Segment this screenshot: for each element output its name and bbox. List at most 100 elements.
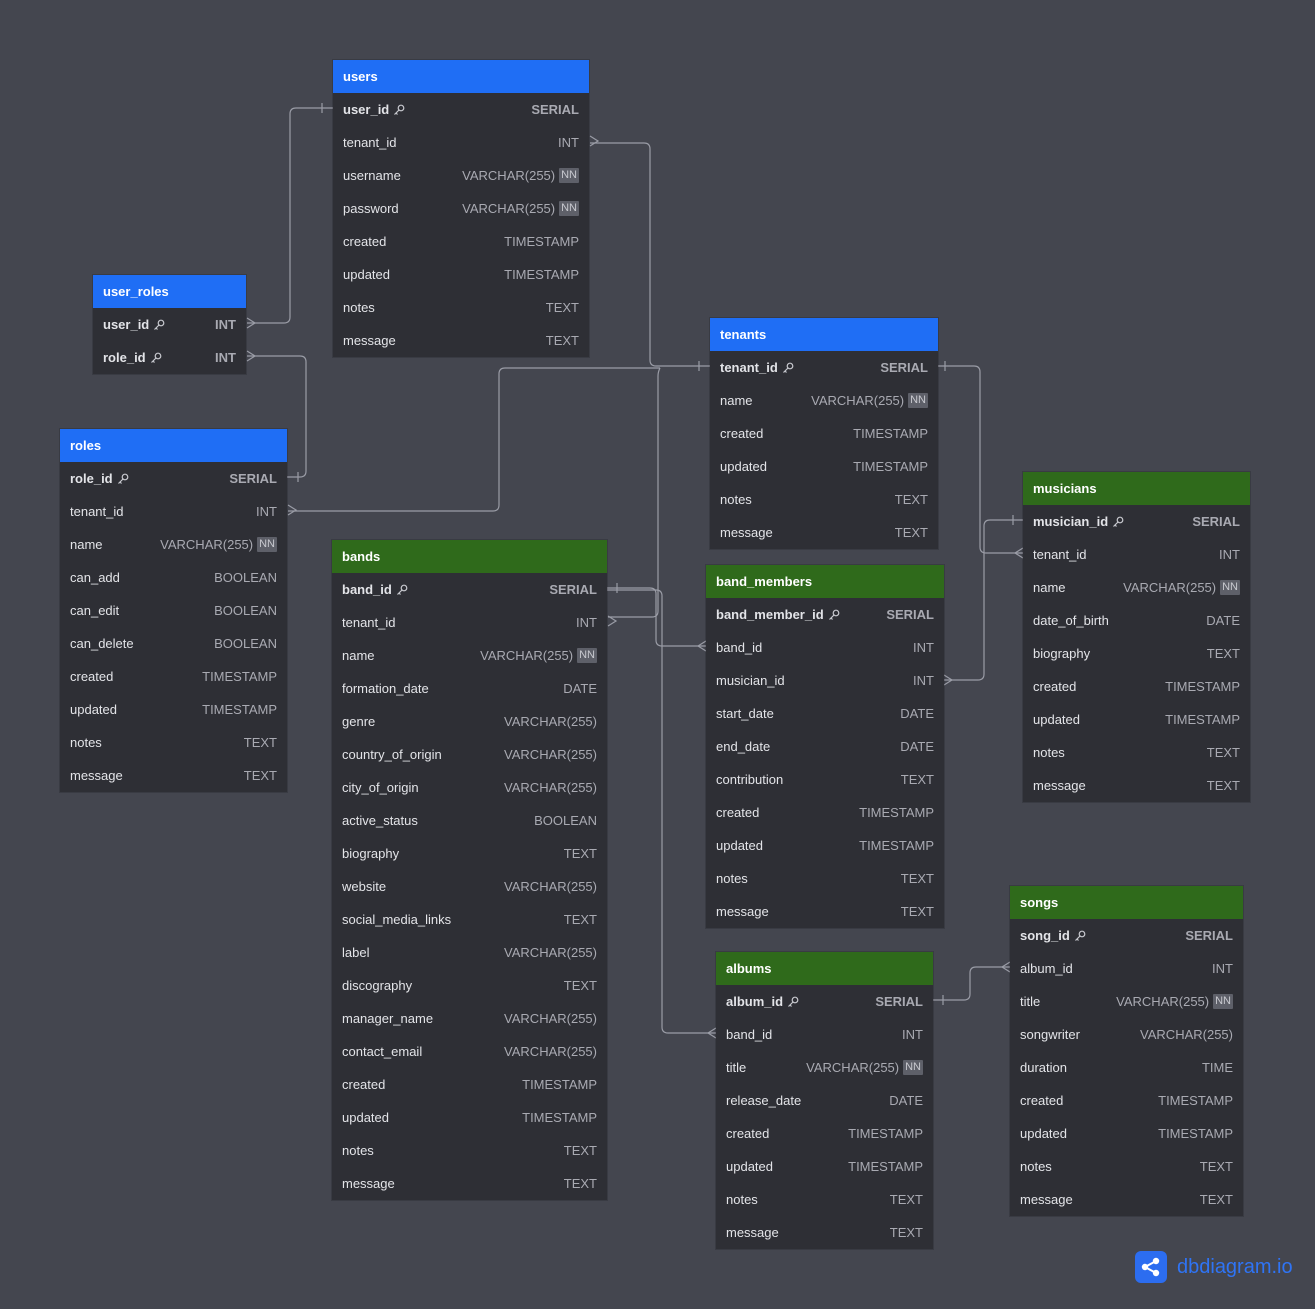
table-bands[interactable]: bands band_id SERIAL tenant_id INT name VARCHA… xyxy=(332,540,607,1200)
column-row[interactable]: album_id INT xyxy=(1010,952,1243,985)
column-row[interactable]: songwriter VARCHAR(255) xyxy=(1010,1018,1243,1051)
column-row[interactable]: notes TEXT xyxy=(706,862,944,895)
column-row[interactable]: message TEXT xyxy=(716,1216,933,1249)
brand-logo[interactable]: dbdiagram.io xyxy=(1135,1250,1293,1284)
column-row[interactable]: title VARCHAR(255) NN xyxy=(716,1051,933,1084)
table-users[interactable]: users user_id SERIAL tenant_id INT username VA… xyxy=(333,60,589,357)
column-row[interactable]: message TEXT xyxy=(1023,769,1250,802)
column-row[interactable]: created TIMESTAMP xyxy=(716,1117,933,1150)
column-row[interactable]: discography TEXT xyxy=(332,969,607,1002)
column-row[interactable]: updated TIMESTAMP xyxy=(710,450,938,483)
column-row[interactable]: song_id SERIAL xyxy=(1010,919,1243,952)
column-row[interactable]: updated TIMESTAMP xyxy=(706,829,944,862)
column-row[interactable]: created TIMESTAMP xyxy=(60,660,287,693)
table-user-roles[interactable]: user_roles user_id INT role_id INT xyxy=(93,275,246,374)
table-musicians[interactable]: musicians musician_id SERIAL tenant_id INT na… xyxy=(1023,472,1250,802)
column-row[interactable]: password VARCHAR(255) NN xyxy=(333,192,589,225)
column-row[interactable]: message TEXT xyxy=(332,1167,607,1200)
column-row[interactable]: active_status BOOLEAN xyxy=(332,804,607,837)
column-row[interactable]: duration TIME xyxy=(1010,1051,1243,1084)
column-row[interactable]: updated TIMESTAMP xyxy=(1023,703,1250,736)
table-header[interactable]: albums xyxy=(716,952,933,985)
column-row[interactable]: notes TEXT xyxy=(1010,1150,1243,1183)
column-row[interactable]: date_of_birth DATE xyxy=(1023,604,1250,637)
column-row[interactable]: tenant_id SERIAL xyxy=(710,351,938,384)
column-row[interactable]: created TIMESTAMP xyxy=(706,796,944,829)
column-row[interactable]: start_date DATE xyxy=(706,697,944,730)
column-row[interactable]: end_date DATE xyxy=(706,730,944,763)
table-header[interactable]: musicians xyxy=(1023,472,1250,505)
column-row[interactable]: name VARCHAR(255) NN xyxy=(332,639,607,672)
column-row[interactable]: album_id SERIAL xyxy=(716,985,933,1018)
table-header[interactable]: band_members xyxy=(706,565,944,598)
column-row[interactable]: name VARCHAR(255) NN xyxy=(60,528,287,561)
column-row[interactable]: username VARCHAR(255) NN xyxy=(333,159,589,192)
column-row[interactable]: name VARCHAR(255) NN xyxy=(710,384,938,417)
table-header[interactable]: users xyxy=(333,60,589,93)
column-row[interactable]: created TIMESTAMP xyxy=(332,1068,607,1101)
column-row[interactable]: user_id SERIAL xyxy=(333,93,589,126)
table-header[interactable]: bands xyxy=(332,540,607,573)
column-row[interactable]: country_of_origin VARCHAR(255) xyxy=(332,738,607,771)
column-row[interactable]: website VARCHAR(255) xyxy=(332,870,607,903)
column-row[interactable]: release_date DATE xyxy=(716,1084,933,1117)
column-row[interactable]: musician_id INT xyxy=(706,664,944,697)
column-row[interactable]: updated TIMESTAMP xyxy=(716,1150,933,1183)
column-row[interactable]: updated TIMESTAMP xyxy=(1010,1117,1243,1150)
column-row[interactable]: band_id INT xyxy=(716,1018,933,1051)
table-albums[interactable]: albums album_id SERIAL band_id INT title VARCH… xyxy=(716,952,933,1249)
column-row[interactable]: notes TEXT xyxy=(1023,736,1250,769)
column-row[interactable]: contact_email VARCHAR(255) xyxy=(332,1035,607,1068)
column-row[interactable]: city_of_origin VARCHAR(255) xyxy=(332,771,607,804)
column-row[interactable]: name VARCHAR(255) NN xyxy=(1023,571,1250,604)
column-row[interactable]: message TEXT xyxy=(333,324,589,357)
column-row[interactable]: genre VARCHAR(255) xyxy=(332,705,607,738)
table-songs[interactable]: songs song_id SERIAL album_id INT title VARCHA… xyxy=(1010,886,1243,1216)
column-row[interactable]: biography TEXT xyxy=(332,837,607,870)
column-row[interactable]: message TEXT xyxy=(706,895,944,928)
column-row[interactable]: created TIMESTAMP xyxy=(710,417,938,450)
table-roles[interactable]: roles role_id SERIAL tenant_id INT name VARCHA… xyxy=(60,429,287,792)
column-row[interactable]: role_id SERIAL xyxy=(60,462,287,495)
column-row[interactable]: contribution TEXT xyxy=(706,763,944,796)
column-row[interactable]: updated TIMESTAMP xyxy=(332,1101,607,1134)
column-row[interactable]: musician_id SERIAL xyxy=(1023,505,1250,538)
column-row[interactable]: tenant_id INT xyxy=(333,126,589,159)
column-row[interactable]: can_delete BOOLEAN xyxy=(60,627,287,660)
column-row[interactable]: social_media_links TEXT xyxy=(332,903,607,936)
column-row[interactable]: role_id INT xyxy=(93,341,246,374)
column-row[interactable]: notes TEXT xyxy=(332,1134,607,1167)
column-row[interactable]: created TIMESTAMP xyxy=(333,225,589,258)
column-row[interactable]: message TEXT xyxy=(60,759,287,792)
column-row[interactable]: title VARCHAR(255) NN xyxy=(1010,985,1243,1018)
table-header[interactable]: user_roles xyxy=(93,275,246,308)
column-row[interactable]: notes TEXT xyxy=(716,1183,933,1216)
column-row[interactable]: created TIMESTAMP xyxy=(1023,670,1250,703)
column-row[interactable]: message TEXT xyxy=(710,516,938,549)
column-row[interactable]: user_id INT xyxy=(93,308,246,341)
column-row[interactable]: updated TIMESTAMP xyxy=(333,258,589,291)
column-row[interactable]: manager_name VARCHAR(255) xyxy=(332,1002,607,1035)
table-header[interactable]: tenants xyxy=(710,318,938,351)
column-row[interactable]: can_add BOOLEAN xyxy=(60,561,287,594)
column-row[interactable]: can_edit BOOLEAN xyxy=(60,594,287,627)
column-row[interactable]: band_member_id SERIAL xyxy=(706,598,944,631)
column-row[interactable]: tenant_id INT xyxy=(332,606,607,639)
table-tenants[interactable]: tenants tenant_id SERIAL name VARCHAR(255) NN… xyxy=(710,318,938,549)
column-row[interactable]: band_id SERIAL xyxy=(332,573,607,606)
column-row[interactable]: formation_date DATE xyxy=(332,672,607,705)
column-row[interactable]: tenant_id INT xyxy=(1023,538,1250,571)
column-row[interactable]: created TIMESTAMP xyxy=(1010,1084,1243,1117)
table-header[interactable]: roles xyxy=(60,429,287,462)
column-row[interactable]: label VARCHAR(255) xyxy=(332,936,607,969)
column-row[interactable]: tenant_id INT xyxy=(60,495,287,528)
column-row[interactable]: band_id INT xyxy=(706,631,944,664)
column-row[interactable]: updated TIMESTAMP xyxy=(60,693,287,726)
column-row[interactable]: notes TEXT xyxy=(60,726,287,759)
column-row[interactable]: message TEXT xyxy=(1010,1183,1243,1216)
column-row[interactable]: notes TEXT xyxy=(333,291,589,324)
table-header[interactable]: songs xyxy=(1010,886,1243,919)
column-row[interactable]: biography TEXT xyxy=(1023,637,1250,670)
column-row[interactable]: notes TEXT xyxy=(710,483,938,516)
